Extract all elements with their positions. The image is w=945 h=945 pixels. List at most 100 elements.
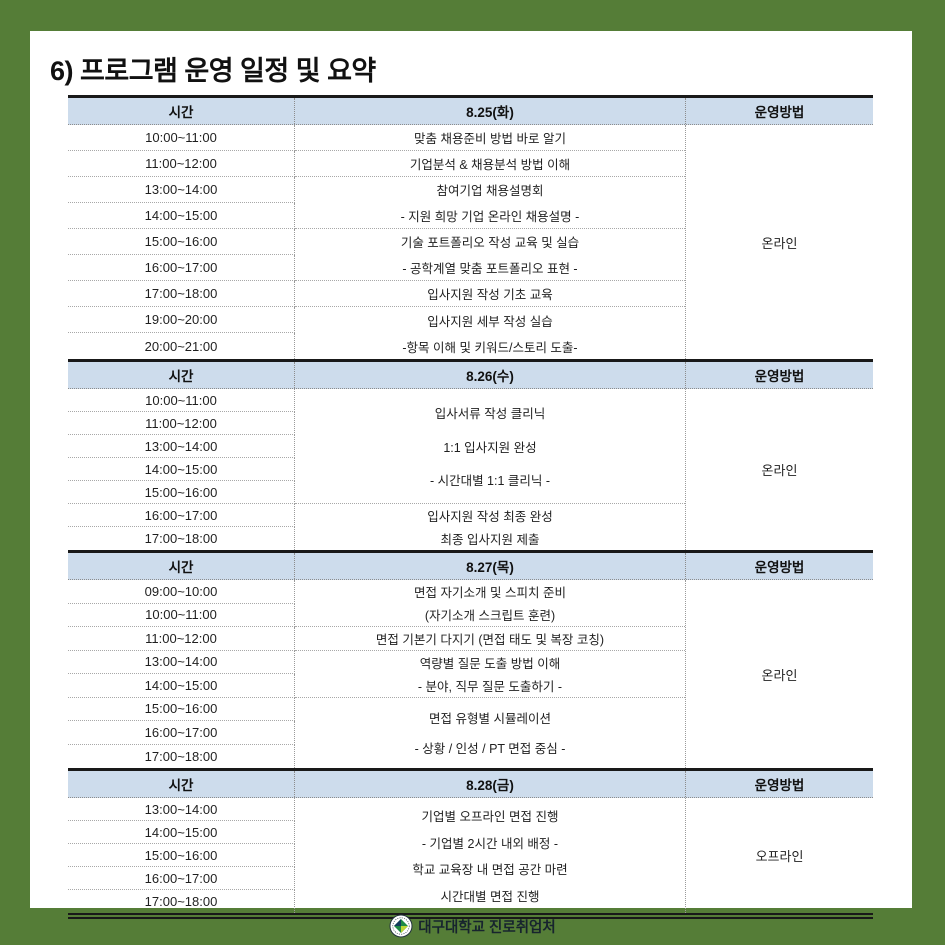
- activity-block: 역량별 질문 도출 방법 이해 - 분야, 직무 질문 도출하기 -: [295, 651, 685, 698]
- time-cell: 11:00~12:00: [68, 627, 295, 651]
- activity-text: 참여기업 채용설명회: [436, 184, 544, 199]
- header-date: 8.25(화): [466, 105, 514, 120]
- footer: 대구대학교 진로취업처: [0, 911, 945, 941]
- activity-text: - 시간대별 1:1 클리닉 -: [429, 473, 551, 488]
- activity-text: - 지원 희망 기업 온라인 채용설명 -: [400, 209, 580, 224]
- time-cell: 13:00~14:00: [68, 798, 295, 821]
- header-date: 8.27(목): [466, 560, 514, 575]
- schedule-table-aug28: 시간 8.28(금) 운영방법 13:00~14:00 14:00~15:00 …: [68, 768, 873, 919]
- activity-text: - 기업별 2시간 내외 배정 -: [421, 836, 559, 851]
- activity-text: 입사지원 세부 작성 실습: [427, 314, 553, 329]
- activity-block: 맞춤 채용준비 방법 바로 알기: [295, 125, 685, 151]
- time-cell: 11:00~12:00: [68, 412, 295, 435]
- header-time: 시간: [68, 362, 295, 388]
- activity-block: 면접 유형별 시뮬레이션 - 상황 / 인성 / PT 면접 중심 -: [295, 698, 685, 769]
- activity-text: - 상황 / 인성 / PT 면접 중심 -: [414, 742, 566, 757]
- activity-text: 역량별 질문 도출 방법 이해: [419, 656, 561, 671]
- time-cell: 13:00~14:00: [68, 435, 295, 458]
- time-cell: 15:00~16:00: [68, 844, 295, 867]
- header-date: 8.28(금): [466, 778, 514, 793]
- method-cell: 온라인: [685, 125, 873, 359]
- university-seal-icon: [389, 914, 413, 938]
- header-method: 운영방법: [685, 771, 873, 797]
- time-cell: 14:00~15:00: [68, 458, 295, 481]
- time-cell: 10:00~11:00: [68, 389, 295, 412]
- header-time: 시간: [68, 98, 295, 124]
- method-cell: 온라인: [685, 580, 873, 768]
- activity-text: 면접 기본기 다지기 (면접 태도 및 복장 코칭): [375, 632, 605, 647]
- activity-text: -항목 이해 및 키워드/스토리 도출-: [402, 340, 578, 355]
- activity-block: 면접 자기소개 및 스피치 준비 (자기소개 스크립트 훈련): [295, 580, 685, 627]
- time-cell: 09:00~10:00: [68, 580, 295, 604]
- schedule-table-aug25: 시간 8.25(화) 운영방법 10:00~11:00 11:00~12:00 …: [68, 95, 873, 359]
- time-cell: 16:00~17:00: [68, 504, 295, 527]
- table-header: 시간 8.26(수) 운영방법: [68, 362, 873, 389]
- time-cell: 13:00~14:00: [68, 650, 295, 674]
- table-header: 시간 8.27(목) 운영방법: [68, 553, 873, 580]
- activity-block: 입사서류 작성 클리닉 1:1 입사지원 완성 - 시간대별 1:1 클리닉 -: [295, 389, 685, 504]
- time-cell: 15:00~16:00: [68, 481, 295, 504]
- time-cell: 20:00~21:00: [68, 333, 295, 359]
- slide-page: 6) 프로그램 운영 일정 및 요약 시간 8.25(화) 운영방법 10:00…: [30, 31, 912, 919]
- activity-text: - 공학계열 맞춤 포트폴리오 표현 -: [402, 261, 578, 276]
- table-header: 시간 8.25(화) 운영방법: [68, 98, 873, 125]
- schedule-table-aug27: 시간 8.27(목) 운영방법 09:00~10:00 10:00~11:00 …: [68, 550, 873, 768]
- method-cell: 온라인: [685, 389, 873, 550]
- activity-text: 1:1 입사지원 완성: [443, 440, 537, 455]
- header-method: 운영방법: [685, 553, 873, 579]
- header-time: 시간: [68, 553, 295, 579]
- activity-block: 참여기업 채용설명회 - 지원 희망 기업 온라인 채용설명 -: [295, 177, 685, 229]
- time-cell: 11:00~12:00: [68, 151, 295, 177]
- activity-block: 입사지원 작성 기초 교육: [295, 281, 685, 307]
- time-cell: 15:00~16:00: [68, 697, 295, 721]
- footer-org-name: 대구대학교 진로취업처: [418, 919, 556, 936]
- activity-block: 면접 기본기 다지기 (면접 태도 및 복장 코칭): [295, 627, 685, 651]
- activity-text: 기술 포트폴리오 작성 교육 및 실습: [400, 236, 580, 251]
- activity-text: - 분야, 직무 질문 도출하기 -: [417, 679, 563, 694]
- activity-block: 입사지원 세부 작성 실습 -항목 이해 및 키워드/스토리 도출-: [295, 307, 685, 359]
- schedule-tables: 시간 8.25(화) 운영방법 10:00~11:00 11:00~12:00 …: [68, 95, 873, 919]
- header-method: 운영방법: [685, 362, 873, 388]
- activity-text: 입사서류 작성 클리닉: [434, 407, 546, 422]
- activity-block: 입사지원 작성 최종 완성 최종 입사지원 제출: [295, 504, 685, 550]
- time-cell: 17:00~18:00: [68, 744, 295, 768]
- activity-text: 기업별 오프라인 면접 진행: [421, 809, 559, 824]
- activity-text: 면접 자기소개 및 스피치 준비: [414, 586, 566, 600]
- time-cell: 16:00~17:00: [68, 255, 295, 281]
- activity-text: 기업분석 & 채용분석 방법 이해: [409, 158, 571, 172]
- time-cell: 17:00~18:00: [68, 527, 295, 550]
- activity-text: 시간대별 면접 진행: [440, 890, 540, 905]
- schedule-table-aug26: 시간 8.26(수) 운영방법 10:00~11:00 11:00~12:00 …: [68, 359, 873, 550]
- time-cell: 14:00~15:00: [68, 203, 295, 229]
- time-cell: 10:00~11:00: [68, 125, 295, 151]
- activity-text: 학교 교육장 내 면접 공간 마련: [412, 863, 568, 878]
- activity-text: (자기소개 스크립트 훈련): [424, 609, 556, 623]
- table-body: 10:00~11:00 11:00~12:00 13:00~14:00 14:0…: [68, 125, 873, 359]
- method-cell: 오프라인: [685, 798, 873, 913]
- activity-text: 입사지원 작성 최종 완성: [427, 510, 553, 524]
- time-cell: 10:00~11:00: [68, 603, 295, 627]
- time-cell: 15:00~16:00: [68, 229, 295, 255]
- table-body: 13:00~14:00 14:00~15:00 15:00~16:00 16:0…: [68, 798, 873, 913]
- time-cell: 19:00~20:00: [68, 307, 295, 333]
- header-time: 시간: [68, 771, 295, 797]
- activity-text: 맞춤 채용준비 방법 바로 알기: [414, 132, 566, 146]
- activity-block: 기업분석 & 채용분석 방법 이해: [295, 151, 685, 177]
- time-cell: 16:00~17:00: [68, 721, 295, 745]
- time-cell: 17:00~18:00: [68, 890, 295, 913]
- page-title: 6) 프로그램 운영 일정 및 요약: [50, 56, 376, 86]
- activity-block: 기업별 오프라인 면접 진행 - 기업별 2시간 내외 배정 - 학교 교육장 …: [295, 798, 685, 913]
- table-body: 09:00~10:00 10:00~11:00 11:00~12:00 13:0…: [68, 580, 873, 768]
- time-cell: 16:00~17:00: [68, 867, 295, 890]
- activity-block: 기술 포트폴리오 작성 교육 및 실습 - 공학계열 맞춤 포트폴리오 표현 -: [295, 229, 685, 281]
- time-cell: 14:00~15:00: [68, 821, 295, 844]
- header-date: 8.26(수): [466, 369, 514, 384]
- table-header: 시간 8.28(금) 운영방법: [68, 771, 873, 798]
- time-cell: 17:00~18:00: [68, 281, 295, 307]
- time-cell: 13:00~14:00: [68, 177, 295, 203]
- table-body: 10:00~11:00 11:00~12:00 13:00~14:00 14:0…: [68, 389, 873, 550]
- activity-text: 최종 입사지원 제출: [440, 533, 540, 547]
- activity-text: 입사지원 작성 기초 교육: [427, 288, 553, 302]
- time-cell: 14:00~15:00: [68, 674, 295, 698]
